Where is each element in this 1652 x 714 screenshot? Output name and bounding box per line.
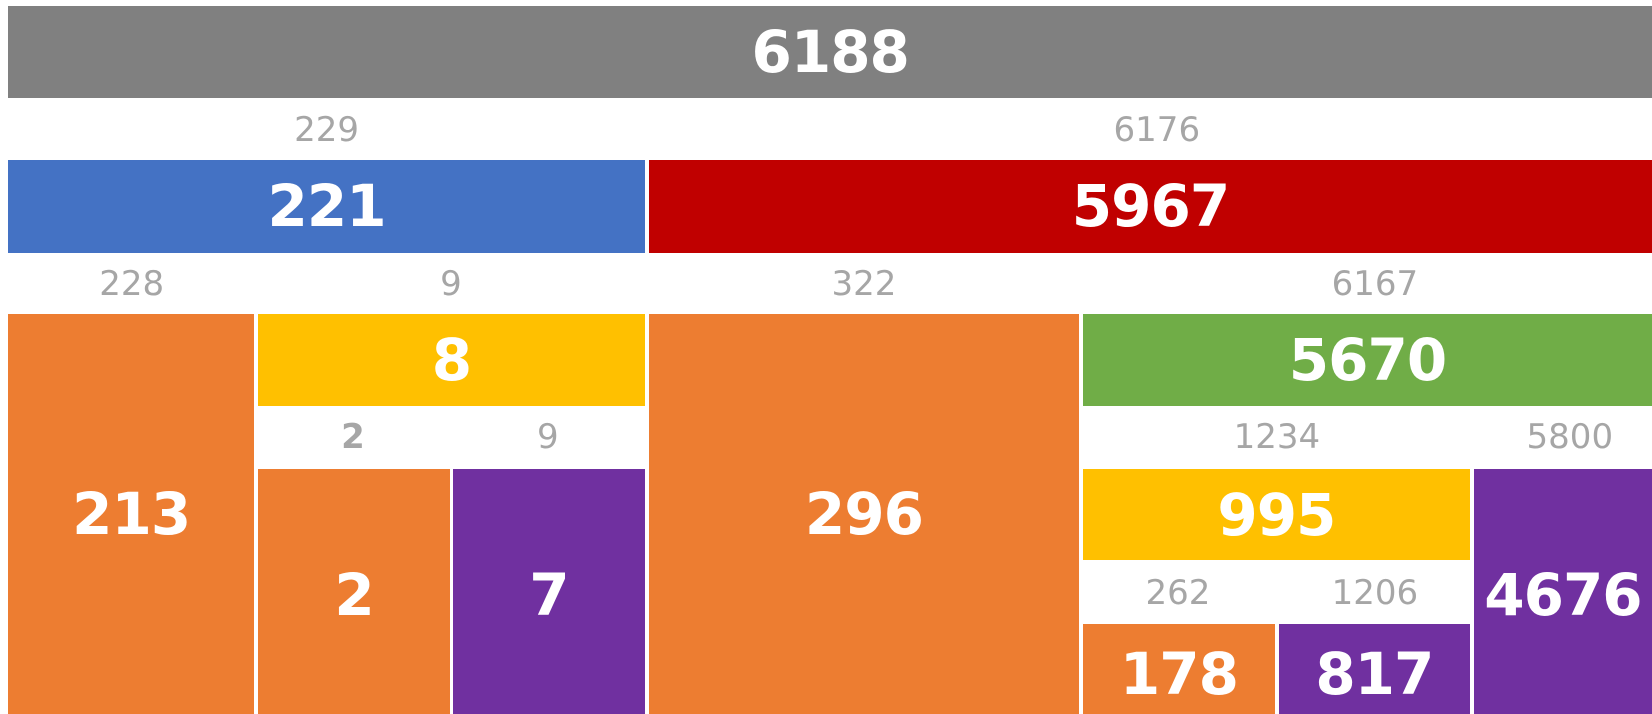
node-box: 6188 [8, 6, 1652, 98]
sum-label: 228 [99, 264, 165, 305]
node-value: 7 [529, 561, 569, 630]
node-value: 296 [804, 480, 924, 549]
node-value: 4676 [1484, 561, 1642, 630]
node-box: 178 [1083, 623, 1275, 714]
sum-label: 229 [294, 109, 360, 150]
node-box: 8 [258, 313, 645, 406]
node-box: 213 [8, 313, 254, 714]
node-box: 5670 [1083, 313, 1652, 406]
sum-label: 5800 [1526, 417, 1614, 458]
node-box: 296 [649, 313, 1079, 714]
sum-label: 1234 [1233, 417, 1321, 458]
node-value: 5670 [1288, 325, 1447, 394]
node-value: 221 [267, 172, 387, 241]
node-box: 4676 [1473, 468, 1652, 714]
node-box: 817 [1279, 623, 1470, 714]
node-box: 995 [1083, 468, 1470, 561]
node-value: 817 [1315, 640, 1434, 709]
node-box: 221 [8, 160, 645, 253]
node-value: 178 [1119, 640, 1239, 709]
sum-label: 9 [537, 417, 559, 458]
node-value: 995 [1217, 480, 1336, 549]
node-box: 5967 [649, 160, 1652, 253]
sum-label: 1206 [1331, 573, 1419, 614]
node-value: 213 [72, 480, 191, 549]
node-value: 2 [334, 561, 374, 630]
node-box: 2 [258, 468, 450, 714]
node-value: 8 [431, 325, 472, 394]
sum-label: 262 [1145, 573, 1211, 614]
sum-label: 322 [831, 264, 897, 305]
sum-label: 9 [440, 264, 462, 305]
sum-label: 6167 [1331, 264, 1419, 305]
node-value: 6188 [751, 18, 909, 87]
node-box: 7 [453, 468, 645, 714]
sum-label: 6176 [1113, 109, 1201, 150]
node-value: 5967 [1071, 172, 1230, 241]
sum-label: 2 [341, 417, 365, 458]
